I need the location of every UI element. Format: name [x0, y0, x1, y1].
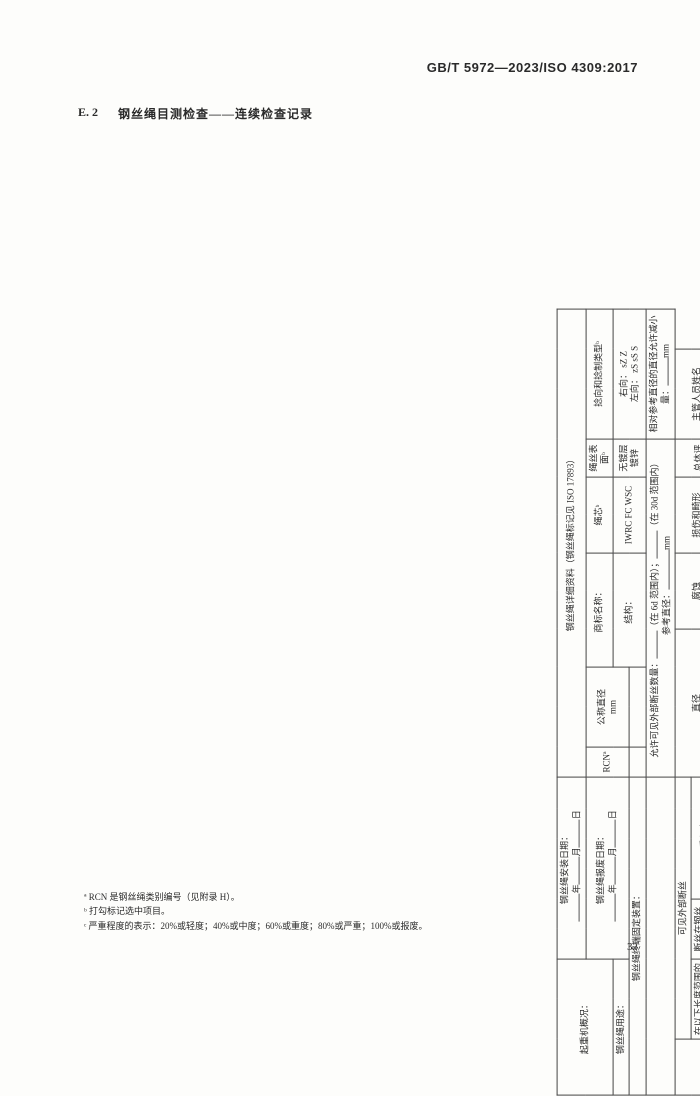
rcn-value [629, 747, 645, 777]
visible-breaks-header: 可见外部断丝 [675, 777, 691, 1039]
overall-eval-header: 总体评价（综合严重程度） [675, 439, 700, 477]
corrosion-header: 腐蚀 [675, 553, 700, 629]
standard-code: GB/T 5972—2023/ISO 4309:2017 [427, 60, 638, 75]
footnotes: ª RCN 是钢丝绳类别编号（见附录 H）。 ᵇ 打勾标记选中项目。 ᶜ 严重程… [84, 890, 428, 933]
footnote-a: ª RCN 是钢丝绳类别编号（见附录 H）。 [84, 890, 428, 904]
severity-header: 严重程度ᶜ [691, 777, 700, 899]
strand-pos-header: 断丝在钢丝绳上的部位 [691, 899, 700, 959]
rope-info-header: 钢丝绳详细资料（钢丝绳标记见 ISO 17893） [557, 309, 586, 777]
structure-cell: 结构： [613, 553, 646, 667]
section-number: E. 2 [78, 105, 98, 120]
damage-header: 损伤和畸形 [675, 477, 700, 553]
inspection-form-table: 起重机概况： 钢丝绳安装日期： 年月日 钢丝绳详细资料（钢丝绳标记见 ISO 1… [557, 308, 700, 1095]
range-breaks-header: 在以下长度范围的断丝数 [691, 959, 700, 1039]
rcn-header: RCNª [586, 747, 630, 777]
nominal-dia-header: 公称直径mm [586, 667, 630, 747]
nominal-dia-value [629, 667, 645, 747]
crane-overview-cell: 起重机概况： [557, 959, 613, 1095]
rotated-table-container: 起重机概况： 钢丝绳安装日期： 年月日 钢丝绳详细资料（钢丝绳标记见 ISO 1… [557, 308, 700, 1095]
brand-cell: 商标名称： [586, 553, 614, 667]
blank-row-left [646, 777, 676, 1095]
footnote-c: ᶜ 严重程度的表示：20%或轻度；40%或中度；60%或重度；80%或严重；10… [84, 919, 428, 933]
inspect-date-header: 检查日期年/月/日 [675, 1039, 700, 1095]
page-number: 33 [627, 941, 638, 953]
retire-date-cell: 钢丝绳报废日期： 年月日 [586, 777, 630, 959]
lay-options: 右向： sZ Z左向： zS sS S [613, 309, 646, 439]
allow-breaks-cell: 允许可见外部断丝数量：（在 6d 范围内）；（在 30d 范围内） 参考直径：m… [646, 439, 676, 777]
surface-header: 绳丝表面ᵇ [586, 439, 614, 477]
footnote-b: ᵇ 打勾标记选中项目。 [84, 904, 428, 918]
fixing-cell: 钢丝绳终端固定装置： [629, 777, 645, 1095]
section-title: 钢丝绳目测检查——连续检查记录 [118, 105, 313, 122]
lay-header: 捻向和捻制类型ᵇ [586, 309, 614, 439]
supervisor-header: 主管人员姓名 [675, 349, 700, 439]
core-header: 绳芯ᵇ [586, 477, 614, 553]
install-date-cell: 钢丝绳安装日期： 年月日 [557, 777, 586, 959]
rel-ref-dia-cell: 相对参考直径的直径允许减小量：mm [646, 309, 676, 439]
diameter-header: 直径 [675, 629, 700, 777]
surface-options: 无镀层 镀锌 [613, 439, 646, 477]
rope-use-cell: 钢丝绳用途： [613, 959, 629, 1095]
core-options: IWRC FC WSC [613, 477, 646, 553]
